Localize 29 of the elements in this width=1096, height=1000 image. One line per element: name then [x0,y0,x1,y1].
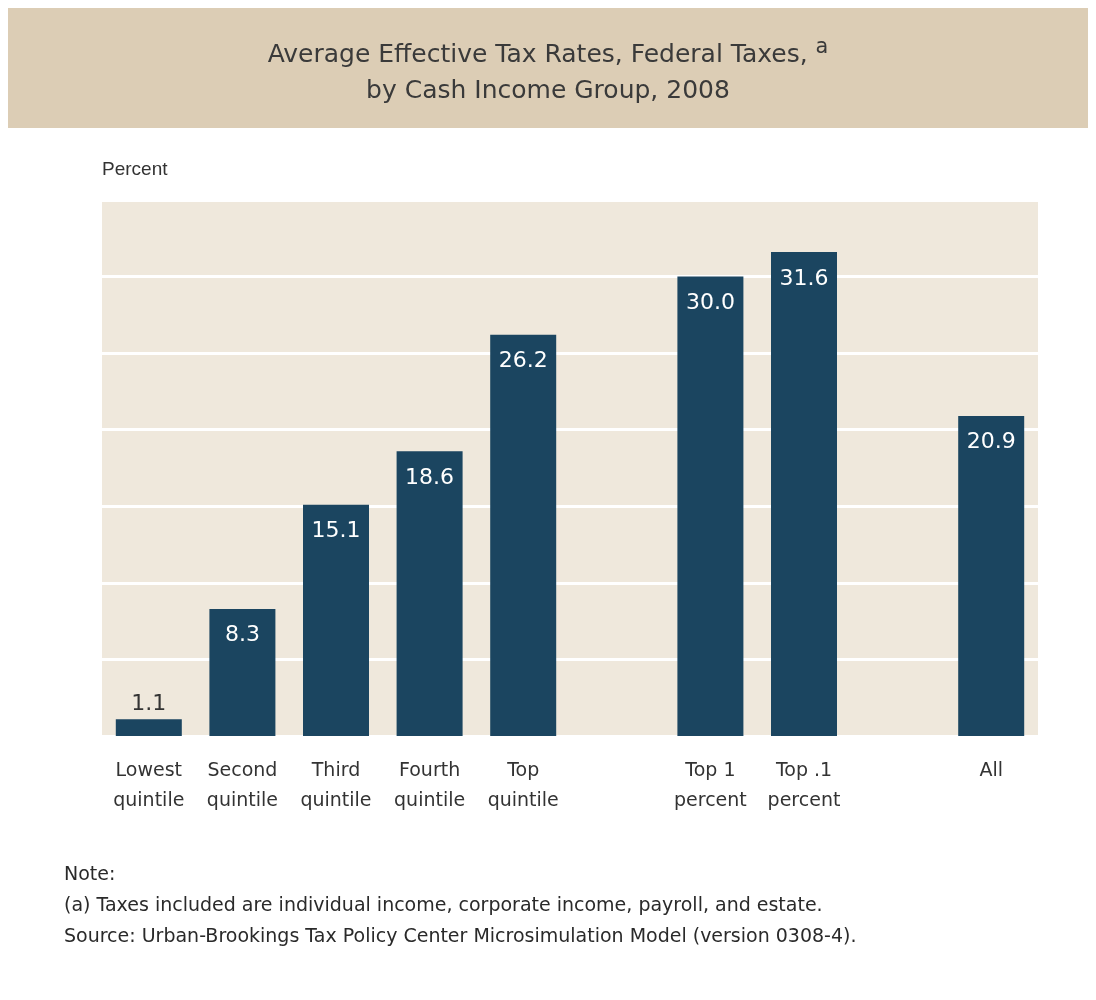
bar [490,334,557,736]
x-tick-label: Top 1 percent [674,758,747,810]
bar [303,504,369,736]
bar [115,719,182,736]
data-label: 8.3 [224,621,260,647]
data-label: 15.1 [311,517,361,543]
data-label: 30.0 [685,289,735,315]
data-label: 1.1 [131,689,167,715]
bar [209,608,276,736]
text: (a) Taxes included are individual income, corporate income, payroll, and estate. [64,892,824,917]
text: Note: [64,861,117,886]
x-tick-label: Third quintile [300,758,372,810]
x-tick-label: Second quintile [206,758,278,810]
data-label: 31.6 [779,264,829,290]
bar [771,252,837,736]
x-tick-label: All [979,758,1003,780]
bar [677,276,744,736]
y-axis-title: Percent [102,158,169,179]
source-note: Source: Urban-Brookings Tax Policy Center Microsimulation Model (version 0308-4). [64,923,858,948]
x-tick-label: Top .1 percent [767,758,841,810]
x-tick-label: Top quintile [487,758,559,810]
data-label: 20.9 [966,428,1016,454]
data-label: 18.6 [405,463,455,489]
data-label: 26.2 [498,347,548,373]
bar [958,415,1025,736]
x-tick-label: Lowest quintile [113,758,185,810]
chart-title: Average Effective Tax Rates, Federal Taxes, $^{a}$ by Cash Income Group, 2008 [267,33,829,105]
bar [396,451,463,736]
x-tick-label: Fourth quintile [394,758,466,810]
